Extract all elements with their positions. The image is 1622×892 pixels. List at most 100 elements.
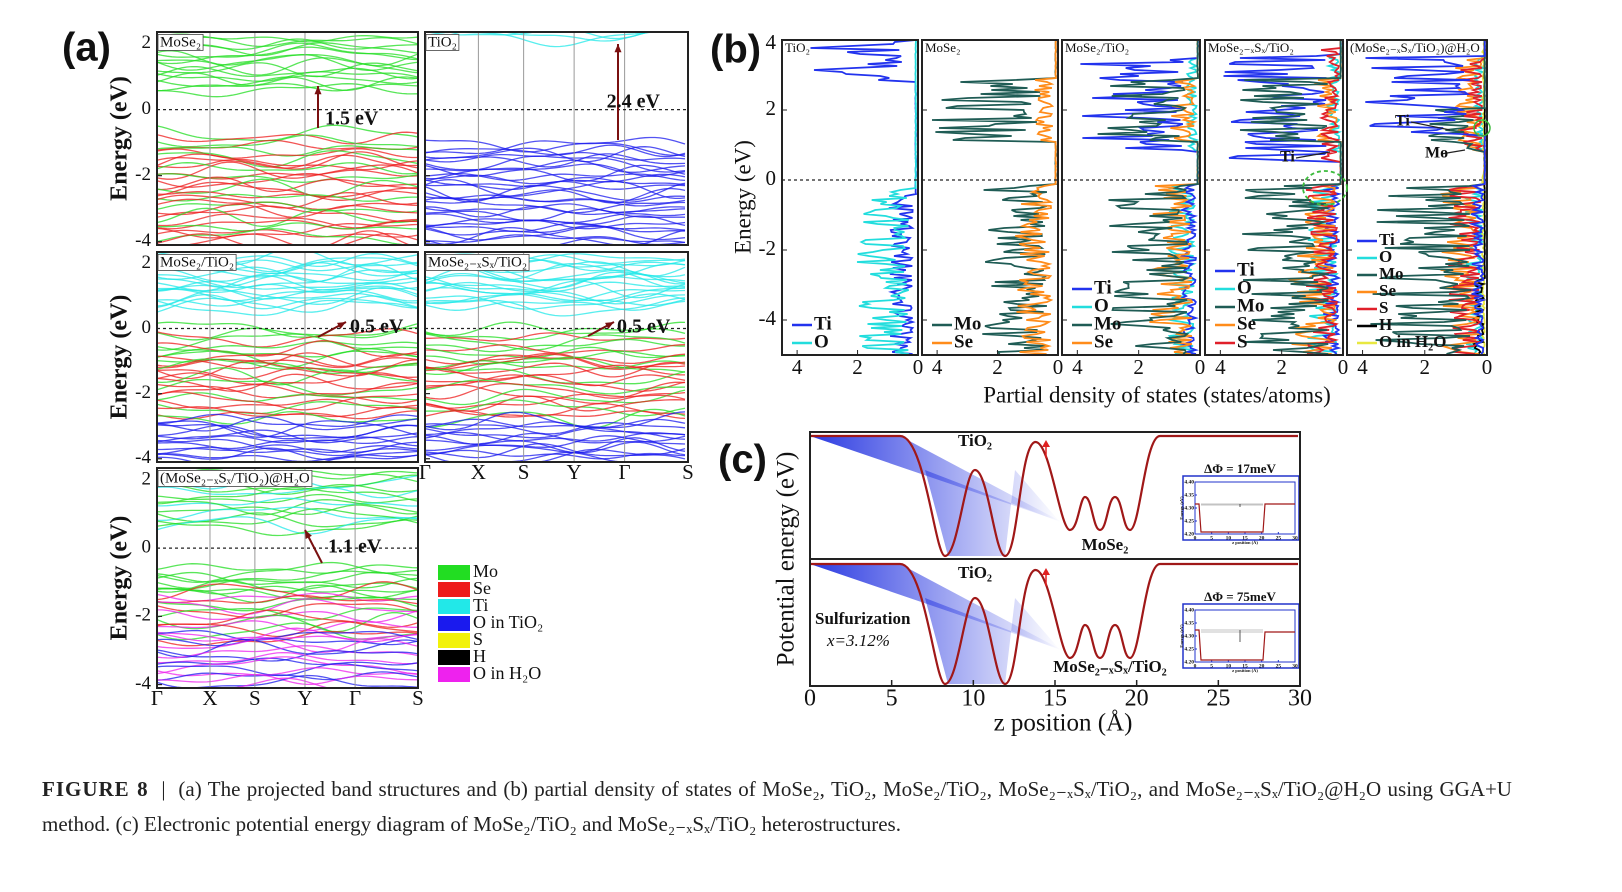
band-line	[425, 224, 686, 236]
pdos-curve	[1370, 40, 1487, 355]
band-line	[157, 321, 418, 338]
band-line	[157, 151, 418, 170]
inset-x-tick-label: 5	[1210, 535, 1213, 541]
band-line	[157, 280, 418, 292]
band-line	[157, 454, 418, 462]
k-label: Γ	[151, 686, 163, 710]
title-bg	[425, 34, 460, 51]
band-line	[425, 194, 686, 204]
band-line	[157, 328, 418, 348]
caption: FIGURE 8 | (a) The projected band struct…	[42, 772, 1512, 842]
band-line	[425, 164, 686, 182]
band-line	[157, 293, 418, 310]
plot-frame	[157, 468, 418, 688]
inset-x-tick-label: 20	[1259, 535, 1265, 541]
band-line	[425, 215, 686, 227]
inset-curve	[1195, 503, 1295, 533]
band-line	[425, 237, 686, 245]
delta-label: ΔΦ = 75meV	[1204, 589, 1276, 604]
x-tick-label: 25	[1206, 686, 1230, 712]
k-label: Γ	[419, 460, 431, 484]
legend-label: Mo	[1237, 295, 1264, 316]
band-line	[157, 83, 418, 98]
band-line	[157, 288, 418, 302]
k-label: S	[518, 460, 530, 484]
band-line	[157, 190, 418, 199]
band-line	[157, 483, 418, 493]
legend-label: Ti	[1094, 277, 1112, 298]
band-line	[157, 353, 418, 368]
band-line	[157, 512, 418, 528]
band-line	[425, 408, 686, 429]
band-line	[157, 424, 418, 440]
figure: (a) (b) (c) -4 -2 0 2 MoSe₂ Energy (eV) TiO₂ -4…	[62, 26, 1492, 737]
band-line	[157, 223, 418, 239]
inset-y-tick-label: 4.30	[1184, 633, 1194, 639]
curve-group	[1223, 40, 1343, 355]
legend-label: Se	[1237, 313, 1256, 334]
band-line	[425, 290, 686, 305]
band-line	[157, 638, 418, 653]
band-line	[157, 178, 418, 198]
band-line	[157, 357, 418, 369]
plot-title: (MoSe₂₋ₓSₓ/TiO₂)@H₂O	[1350, 40, 1480, 55]
band-line	[425, 172, 686, 182]
legend-swatch	[438, 582, 470, 597]
inset-frame	[1182, 603, 1300, 669]
band-line	[157, 326, 418, 341]
inset-x-tick-label: 15	[1242, 535, 1248, 541]
pdos-curve	[1305, 40, 1342, 355]
inset-x-tick-label: 5	[1210, 663, 1213, 669]
title-bg	[157, 34, 204, 51]
band-line	[425, 443, 686, 459]
band-line	[425, 281, 686, 302]
inset-y-tick-label: 4.25	[1184, 518, 1194, 524]
band-line	[157, 284, 418, 300]
band-line	[425, 140, 686, 156]
band-line	[425, 434, 686, 448]
plot-title: MoSe₂₋ₓSₓ/TiO₂	[1208, 40, 1294, 55]
band-line	[425, 448, 686, 462]
annotation: Ti	[1280, 149, 1295, 166]
band-line	[157, 161, 418, 180]
band-line	[157, 598, 418, 615]
x-tick-label: 0	[1053, 355, 1064, 379]
band-line	[157, 657, 418, 666]
caption-label: FIGURE 8	[42, 777, 149, 801]
band-line	[157, 633, 418, 643]
band-line	[222, 677, 331, 688]
title-bg	[157, 254, 237, 271]
band-line	[157, 487, 418, 505]
y-tick-label: 0	[142, 317, 152, 338]
band-line	[157, 150, 418, 168]
gap-arrow-head	[337, 322, 346, 330]
legend-label: Mo	[1094, 313, 1121, 334]
y-tick-label: -4	[759, 306, 777, 330]
inset-x-tick-label: 30	[1292, 663, 1298, 669]
annotation: Mo	[1425, 145, 1448, 162]
band-group	[425, 253, 686, 462]
band-line	[425, 300, 686, 311]
k-label: X	[471, 460, 486, 484]
k-label: Γ	[619, 460, 631, 484]
annotation-arrow	[1295, 151, 1331, 159]
band-line	[157, 444, 418, 454]
legend-swatch	[438, 599, 470, 614]
plot-border	[156, 251, 419, 463]
gap-label: 0.5 eV	[617, 316, 671, 338]
band-line	[425, 187, 686, 204]
band-line	[157, 274, 418, 292]
curve-group	[1080, 40, 1200, 355]
inset-y-tick-label: 4.40	[1184, 607, 1194, 613]
band-line	[425, 234, 686, 245]
k-label: S	[249, 686, 261, 710]
band-line	[157, 674, 418, 686]
curve-group	[1365, 40, 1487, 355]
band-line	[425, 293, 686, 310]
band-line	[157, 173, 418, 183]
band-line	[425, 441, 686, 456]
band-line	[425, 338, 685, 353]
plot-border	[156, 467, 419, 689]
y-tick-label: 0	[142, 537, 152, 558]
inset-y-tick-label: 4.35	[1184, 620, 1194, 626]
